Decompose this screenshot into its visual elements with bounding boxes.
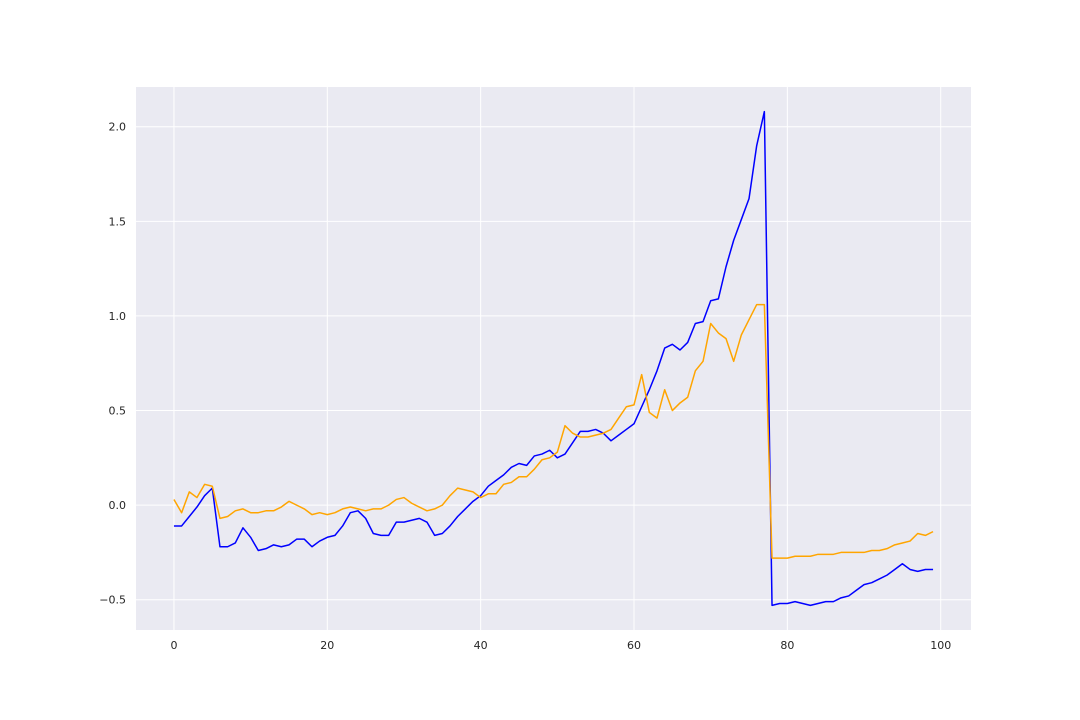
plot-area xyxy=(136,87,971,630)
y-tick-label: 0.5 xyxy=(109,405,127,418)
y-tick-label: 0.0 xyxy=(109,499,127,512)
series-line-orange xyxy=(173,303,934,559)
x-tick-label: 80 xyxy=(780,639,794,652)
series-line-blue xyxy=(173,110,934,607)
y-tick-label: −0.5 xyxy=(99,594,126,607)
x-tick-label: 20 xyxy=(320,639,334,652)
y-tick-label: 1.0 xyxy=(109,310,127,323)
x-tick-label: 60 xyxy=(627,639,641,652)
tick-labels: 0 20 40 60 80 100 −0.5 0.0 0.5 1.0 1.5 2.0 xyxy=(99,121,951,652)
y-tick-label: 2.0 xyxy=(109,121,127,134)
x-tick-label: 0 xyxy=(170,639,177,652)
grid xyxy=(136,87,971,630)
x-tick-label: 100 xyxy=(930,639,951,652)
y-tick-label: 1.5 xyxy=(109,215,127,228)
series-group xyxy=(173,110,934,607)
x-tick-label: 40 xyxy=(474,639,488,652)
